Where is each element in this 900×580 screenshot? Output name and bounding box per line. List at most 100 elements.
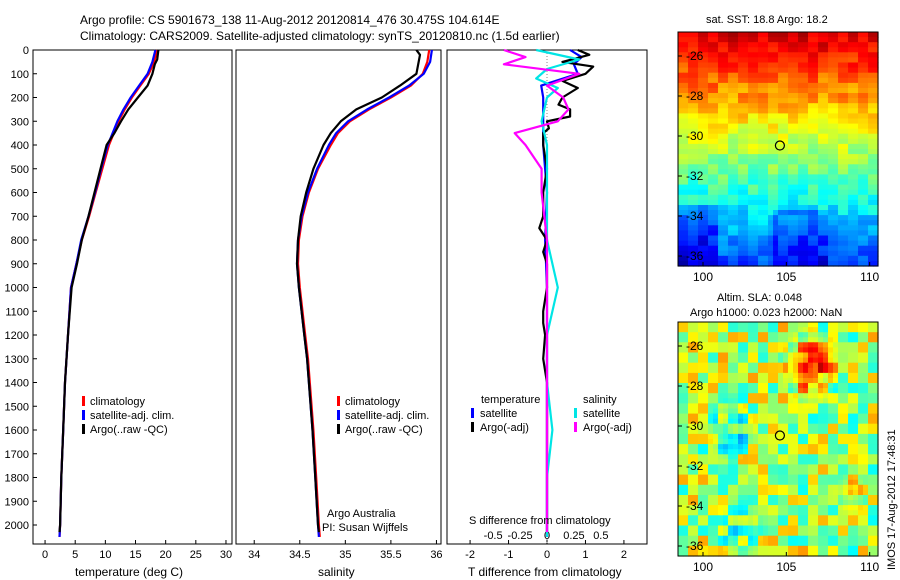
- map-cell: [678, 133, 684, 140]
- map-cell: [813, 225, 819, 231]
- map-cell: [808, 98, 814, 104]
- map-cell: [828, 164, 834, 170]
- map-cell: [688, 469, 694, 476]
- map-cell: [743, 32, 749, 38]
- map-cell: [788, 428, 794, 435]
- map-cell: [828, 433, 834, 440]
- map-cell: [828, 57, 834, 64]
- difference-profiles: [502, 48, 595, 544]
- map-cell: [863, 459, 869, 465]
- map-cell: [703, 357, 709, 364]
- map-cell: [763, 103, 769, 109]
- map-cell: [763, 418, 769, 425]
- map-cell: [873, 500, 879, 506]
- map-cell: [763, 210, 769, 216]
- map-cell: [813, 174, 819, 181]
- s-diff-tick-label: 0.5: [593, 530, 608, 542]
- map-cell: [688, 505, 694, 511]
- map-cell: [728, 347, 734, 354]
- map-cell: [848, 352, 854, 359]
- map-cell: [753, 179, 759, 186]
- map-cell: [753, 37, 759, 43]
- map-cell: [733, 332, 739, 338]
- map-cell: [718, 403, 724, 410]
- map-cell: [813, 332, 819, 338]
- map-cell: [803, 489, 809, 496]
- map-cell: [743, 169, 749, 175]
- map-cell: [733, 210, 739, 216]
- map-cell: [793, 143, 799, 150]
- map-cell: [798, 42, 804, 48]
- map-cell: [828, 515, 834, 521]
- map-cell: [703, 454, 709, 460]
- map-cell: [713, 347, 719, 354]
- map-cell: [768, 347, 774, 354]
- map-cell: [863, 103, 869, 109]
- map-y-tick-label: -26: [686, 339, 704, 353]
- map-cell: [703, 250, 709, 257]
- map-cell: [688, 535, 694, 542]
- map-cell: [853, 52, 859, 58]
- map-cell: [808, 469, 814, 476]
- depth-tick-label: 600: [11, 188, 29, 200]
- map-cell: [748, 245, 754, 252]
- map-cell: [683, 515, 689, 521]
- map-cell: [698, 357, 704, 364]
- map-cell: [843, 62, 849, 69]
- map-cell: [818, 93, 824, 99]
- map-cell: [773, 367, 779, 374]
- map-cell: [823, 113, 829, 120]
- map-cell: [753, 72, 759, 79]
- map-cell: [713, 133, 719, 140]
- map-cell: [763, 322, 769, 328]
- map-cell: [808, 245, 814, 252]
- map-cell: [788, 62, 794, 69]
- map-cell: [743, 403, 749, 410]
- map-cell: [723, 479, 729, 486]
- map-cell: [808, 428, 814, 435]
- map-cell: [768, 98, 774, 104]
- map-cell: [783, 515, 789, 521]
- map-cell: [803, 479, 809, 486]
- map-cell: [743, 149, 749, 155]
- map-cell: [863, 230, 869, 237]
- x-tick-label: 5: [72, 549, 78, 561]
- map-cell: [843, 515, 849, 521]
- map-cell: [788, 520, 794, 527]
- map-cell: [813, 77, 819, 84]
- map-cell: [708, 174, 714, 181]
- map-cell: [853, 72, 859, 79]
- map-cell: [763, 230, 769, 237]
- map-cell: [778, 169, 784, 175]
- map-cell: [723, 82, 729, 89]
- map-cell: [793, 357, 799, 364]
- map-cell: [858, 103, 864, 109]
- map-cell: [763, 413, 769, 420]
- map-cell: [778, 159, 784, 165]
- map-cell: [853, 82, 859, 89]
- legend-climatology: climatology: [90, 396, 146, 408]
- map-cell: [688, 449, 694, 455]
- map-cell: [698, 327, 704, 333]
- map-cell: [678, 495, 684, 501]
- map-cell: [833, 245, 839, 252]
- map-cell: [778, 322, 784, 328]
- map-cell: [838, 418, 844, 425]
- map-cell: [863, 72, 869, 79]
- map-cell: [688, 454, 694, 460]
- map-cell: [733, 372, 739, 379]
- map-cell: [828, 484, 834, 491]
- map-cell: [748, 459, 754, 465]
- map-cell: [703, 515, 709, 521]
- map-cell: [733, 260, 739, 267]
- map-cell: [833, 67, 839, 74]
- map-cell: [693, 77, 699, 84]
- map-cell: [763, 540, 769, 547]
- map-cell: [808, 149, 814, 155]
- map-cell: [768, 520, 774, 527]
- map-cell: [743, 260, 749, 267]
- map-cell: [763, 174, 769, 181]
- map-cell: [823, 108, 829, 114]
- map-cell: [683, 194, 689, 201]
- map-cell: [733, 179, 739, 186]
